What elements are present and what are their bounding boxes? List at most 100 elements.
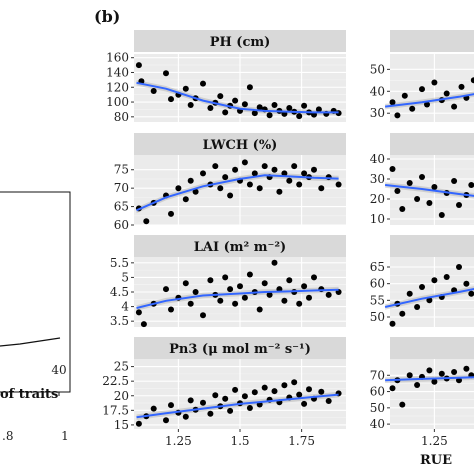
- y-tick-label: 30: [370, 172, 385, 186]
- data-point: [414, 196, 421, 202]
- data-point: [458, 83, 465, 90]
- data-point: [187, 102, 194, 108]
- data-point: [456, 202, 462, 208]
- data-point: [168, 210, 174, 217]
- facet-6: FI10203040: [370, 133, 474, 226]
- y-tick-label: 4.5: [110, 285, 129, 299]
- data-point: [241, 101, 248, 108]
- data-point: [451, 178, 458, 184]
- data-point: [261, 280, 268, 287]
- y-tick-label: 5: [121, 270, 129, 284]
- facet-strip: [390, 30, 474, 52]
- data-point: [187, 300, 194, 307]
- left-fragment-curve: [0, 337, 61, 347]
- data-point: [315, 106, 322, 113]
- data-point: [311, 274, 317, 281]
- left-fragment-tick-label-40: 40: [51, 363, 66, 377]
- data-point: [291, 379, 298, 386]
- y-tick-label: 55: [370, 293, 385, 307]
- data-point: [182, 196, 189, 203]
- left-fragment-bottom-tick-1: 1: [61, 429, 69, 443]
- y-tick-label: 20: [114, 389, 129, 403]
- left-fragment-plot-border: [0, 191, 71, 393]
- y-tick-label: 60: [370, 277, 385, 291]
- data-point: [389, 99, 396, 106]
- y-tick-label: 65: [370, 260, 385, 274]
- data-point: [306, 294, 312, 301]
- data-point: [463, 280, 470, 287]
- data-point: [251, 389, 258, 396]
- data-point: [150, 88, 157, 94]
- facet-strip-title: LAI (m² m⁻²): [194, 240, 286, 255]
- data-point: [192, 188, 199, 195]
- data-point: [261, 384, 268, 391]
- data-point: [281, 297, 288, 304]
- data-point: [140, 321, 147, 328]
- data-point: [207, 277, 214, 284]
- data-point: [246, 181, 253, 188]
- data-point: [212, 163, 219, 170]
- data-point: [246, 84, 253, 91]
- y-tick-label: 40: [370, 84, 385, 98]
- data-point: [438, 212, 445, 218]
- facet-strip: [134, 30, 346, 52]
- y-tick-label: 50: [370, 62, 385, 76]
- data-point: [163, 70, 169, 77]
- data-point: [163, 286, 169, 293]
- data-point: [306, 386, 312, 393]
- y-tick-label: 17.5: [102, 403, 129, 417]
- y-tick-label: 40: [370, 152, 385, 166]
- y-tick-label: 15: [114, 418, 129, 432]
- facet-smooth-line: [384, 287, 474, 308]
- data-point: [426, 297, 433, 304]
- data-point: [301, 102, 308, 109]
- data-point: [276, 188, 283, 195]
- data-point: [251, 170, 258, 177]
- y-tick-label: 50: [370, 310, 385, 324]
- data-point: [256, 306, 263, 313]
- data-point: [187, 177, 194, 184]
- y-tick-label: 75: [114, 163, 129, 177]
- data-point: [406, 180, 413, 186]
- y-tick-label: 140: [106, 65, 129, 79]
- data-point: [281, 170, 288, 177]
- data-point: [168, 96, 174, 103]
- facet-smooth-line: [384, 184, 474, 197]
- data-point: [431, 79, 438, 86]
- data-point: [192, 289, 199, 295]
- data-point: [296, 181, 303, 188]
- data-point: [335, 181, 342, 188]
- data-point: [241, 294, 248, 301]
- data-point: [419, 174, 425, 180]
- facet-2: LWCH (%) 60 65 70 75: [114, 133, 346, 232]
- data-point: [182, 280, 189, 287]
- data-point: [301, 170, 308, 177]
- facet-smooth-line: [384, 93, 474, 108]
- data-point: [451, 369, 458, 375]
- data-point: [266, 291, 273, 298]
- data-point: [135, 309, 142, 316]
- y-tick-label: 70: [114, 181, 129, 195]
- y-tick-label: 100: [106, 95, 129, 109]
- data-point: [135, 420, 142, 427]
- facet-strip: [134, 235, 346, 257]
- data-point: [227, 407, 234, 414]
- y-tick-label: 5.5: [110, 256, 129, 270]
- data-point: [325, 291, 332, 298]
- data-point: [222, 109, 229, 116]
- data-point: [222, 174, 229, 181]
- data-point: [318, 185, 325, 192]
- data-point: [232, 166, 239, 173]
- data-point: [261, 163, 268, 170]
- y-tick-label: 80: [114, 110, 129, 124]
- data-point: [271, 259, 278, 266]
- data-point: [414, 304, 421, 310]
- facet-strip-title: LWCH (%): [203, 138, 278, 153]
- data-point: [168, 402, 174, 409]
- facet-confidence-band: [136, 286, 339, 311]
- data-point: [276, 286, 283, 293]
- y-tick-label: 160: [106, 51, 129, 65]
